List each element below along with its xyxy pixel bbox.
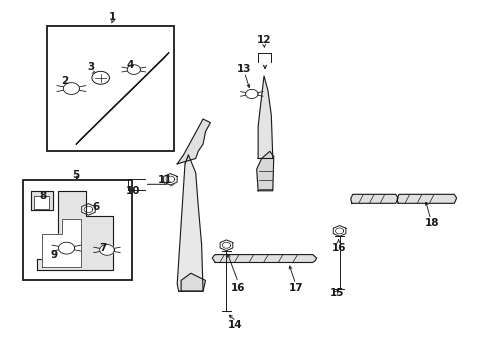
Text: 14: 14 [227, 320, 242, 330]
Polygon shape [127, 65, 140, 75]
Polygon shape [220, 240, 232, 251]
Bar [34, 196, 49, 209]
Polygon shape [81, 204, 95, 215]
Bar [47, 26, 173, 151]
Text: 11: 11 [158, 175, 172, 185]
Polygon shape [163, 174, 177, 185]
Text: 15: 15 [329, 288, 344, 298]
Polygon shape [258, 76, 272, 158]
Polygon shape [42, 220, 81, 267]
Polygon shape [332, 226, 345, 236]
Text: 3: 3 [87, 62, 94, 72]
Text: 1: 1 [109, 12, 116, 22]
Text: 7: 7 [99, 243, 106, 253]
Text: 16: 16 [331, 243, 345, 253]
Text: 16: 16 [230, 283, 245, 293]
Polygon shape [76, 53, 168, 144]
Polygon shape [350, 194, 397, 203]
Text: 6: 6 [92, 202, 99, 212]
Polygon shape [37, 191, 113, 270]
Text: 2: 2 [61, 76, 68, 86]
Polygon shape [212, 255, 316, 262]
Text: 9: 9 [51, 250, 58, 260]
Polygon shape [63, 83, 79, 94]
Text: 13: 13 [237, 64, 251, 74]
Polygon shape [245, 89, 258, 99]
Text: 12: 12 [256, 35, 271, 45]
Polygon shape [177, 155, 203, 291]
Text: 10: 10 [126, 186, 140, 196]
Polygon shape [181, 273, 205, 291]
Text: 5: 5 [73, 170, 80, 180]
Polygon shape [256, 151, 273, 191]
Bar [22, 180, 132, 280]
Text: 17: 17 [288, 283, 303, 293]
Text: 18: 18 [424, 218, 439, 228]
Polygon shape [59, 242, 74, 254]
Text: 4: 4 [126, 60, 133, 70]
Polygon shape [92, 71, 109, 84]
Polygon shape [31, 192, 53, 211]
Polygon shape [177, 119, 210, 164]
Polygon shape [396, 194, 456, 203]
Text: 8: 8 [40, 191, 47, 201]
Polygon shape [100, 244, 114, 255]
